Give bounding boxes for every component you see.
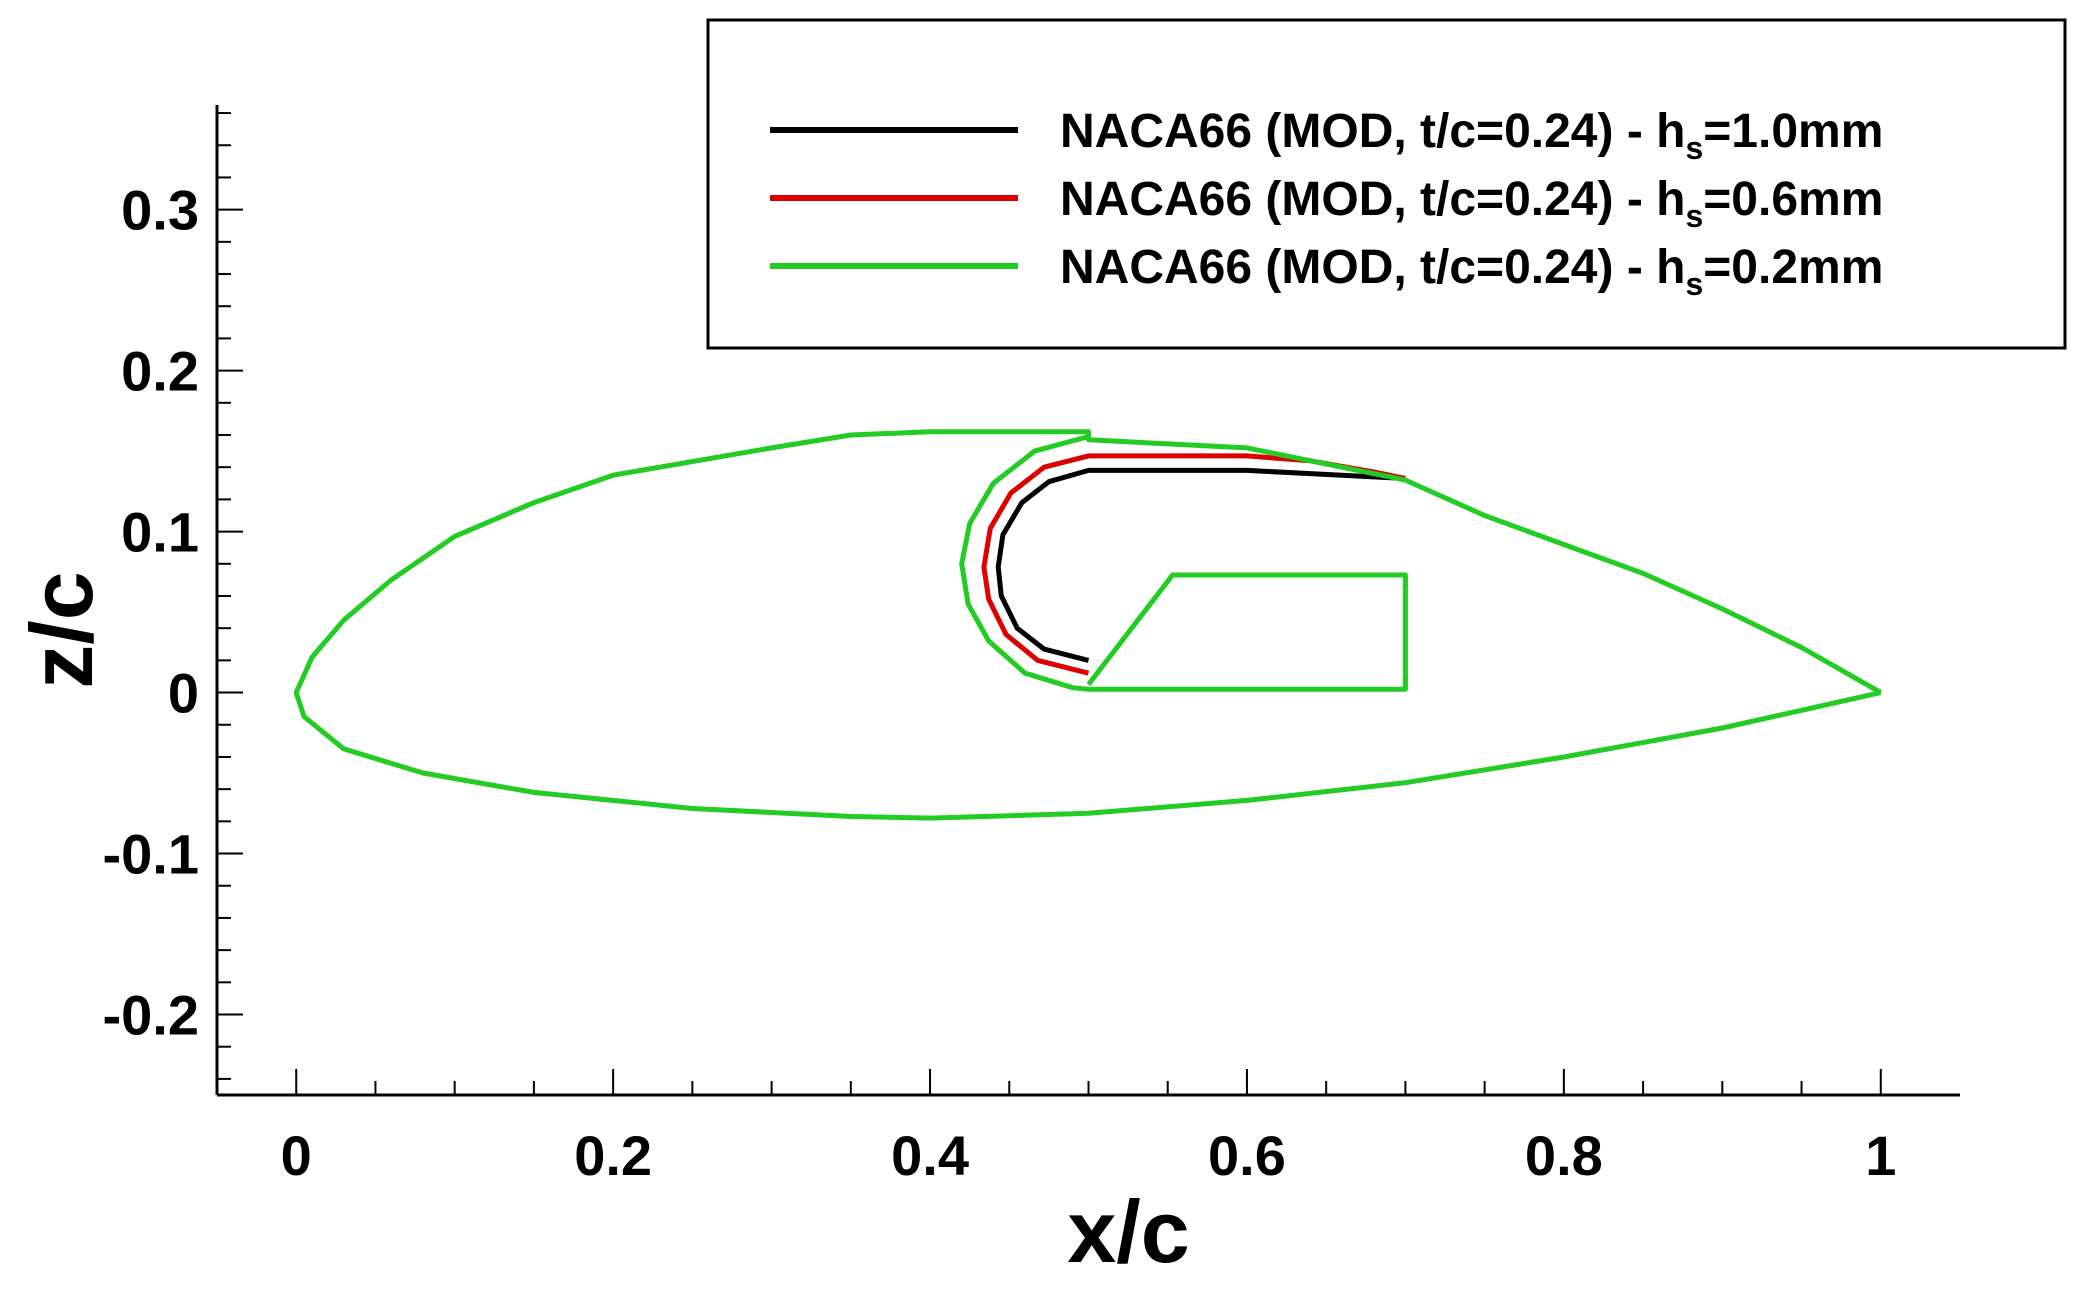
series-line-3 (293, 429, 1883, 821)
x-tick-label: 1 (1865, 1124, 1896, 1187)
y-tick-label: 0.3 (121, 179, 199, 242)
x-tick-label: 0.6 (1208, 1124, 1286, 1187)
x-axis-label: x/c (1067, 1182, 1189, 1281)
y-axis-label: z/c (12, 571, 111, 688)
y-tick-label: 0.2 (121, 340, 199, 403)
y-tick-label: 0.1 (121, 501, 199, 564)
series-line-2 (981, 453, 1406, 676)
series-line-4 (959, 434, 1408, 692)
legend: NACA66 (MOD, t/c=0.24) - hs=1.0mm NACA66 … (706, 18, 2067, 350)
y-tick-label: 0 (168, 662, 199, 725)
y-tick-label: -0.1 (103, 823, 200, 886)
legend-label-2: NACA66 (MOD, t/c=0.24) - hs=0.6mm (1060, 173, 1883, 234)
x-axis-ticks: 0 0.2 0.4 0.6 0.8 1 (281, 1069, 1896, 1187)
legend-box (706, 18, 2067, 350)
x-tick-label: 0.4 (891, 1124, 969, 1187)
y-tick-label: -0.2 (103, 984, 200, 1047)
x-tick-label: 0.2 (574, 1124, 652, 1187)
series-line-1 (995, 467, 1406, 663)
legend-label-3: NACA66 (MOD, t/c=0.24) - hs=0.2mm (1060, 241, 1883, 302)
series-lines (293, 429, 1883, 821)
y-axis-ticks: -0.2 -0.1 0 0.1 0.2 0.3 (103, 112, 243, 1080)
x-tick-label: 0 (281, 1124, 312, 1187)
legend-label-1: NACA66 (MOD, t/c=0.24) - hs=1.0mm (1060, 105, 1883, 166)
x-tick-label: 0.8 (1525, 1124, 1603, 1187)
